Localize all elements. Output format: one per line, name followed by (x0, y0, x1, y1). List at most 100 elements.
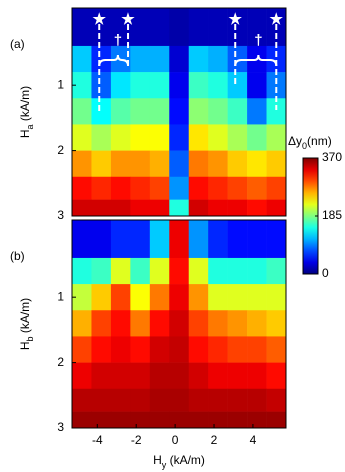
heat-cell (149, 220, 170, 259)
heat-cell (149, 388, 170, 412)
heat-cell (130, 150, 151, 178)
heat-cell (227, 257, 248, 285)
heat-cell (91, 45, 112, 73)
label-unit: (kA/m) (18, 86, 32, 125)
heat-cell (169, 220, 190, 259)
heat-cell (227, 310, 248, 337)
heat-cell (91, 284, 112, 311)
heat-cell (130, 45, 151, 73)
heat-cell (188, 220, 209, 259)
heat-cell (130, 257, 151, 285)
heat-cell (227, 45, 248, 73)
heat-cell (169, 199, 190, 217)
heat-cell (91, 124, 112, 151)
panel-label: (b) (10, 249, 25, 263)
heat-cell (266, 362, 287, 390)
label-unit: (nm) (307, 134, 332, 148)
heat-cell (188, 362, 209, 390)
heat-cell (149, 362, 170, 390)
heat-cell (130, 362, 151, 390)
heat-cell (208, 98, 228, 125)
heat-cell (130, 176, 151, 200)
heat-cell (247, 362, 267, 390)
star: ★ (93, 11, 107, 28)
heat-cell (247, 220, 267, 259)
heat-cell (91, 257, 112, 285)
heat-cell (149, 8, 170, 47)
x-tick-label: -2 (131, 433, 142, 447)
heat-cell (110, 362, 131, 390)
heat-cell (208, 411, 228, 429)
heat-cell (72, 124, 92, 151)
heat-cell (247, 8, 267, 47)
heat-cell (72, 411, 92, 429)
y-tick-label: 2 (57, 143, 64, 157)
heat-cell (208, 176, 228, 200)
heat-cell (247, 336, 267, 363)
heat-cell (149, 310, 170, 337)
heat-cell (91, 310, 112, 337)
heat-cell (227, 72, 248, 99)
panel-frame (71, 219, 287, 429)
heat-cell (208, 72, 228, 99)
heat-cell (266, 72, 287, 99)
x-tick-label: 4 (250, 433, 257, 447)
label-unit: (kA/m) (166, 453, 205, 467)
heat-cell (72, 45, 92, 73)
heat-cell (188, 388, 209, 412)
heat-cell (188, 98, 209, 125)
heat-cell (72, 336, 92, 363)
heat-cell (149, 336, 170, 363)
heat-cell (227, 98, 248, 125)
heat-cell (110, 310, 131, 337)
heat-cell (188, 310, 209, 337)
heat-cell (266, 284, 287, 311)
label-main: Δy (288, 134, 302, 148)
heat-cell (227, 388, 248, 412)
heat-cell (227, 411, 248, 429)
heat-cell (110, 220, 131, 259)
heat-cell (247, 98, 267, 125)
heat-cell (130, 411, 151, 429)
heat-cell (266, 220, 287, 259)
heat-cell (188, 257, 209, 285)
heat-cell (227, 150, 248, 178)
dagger: † (254, 32, 262, 49)
heat-cell (130, 98, 151, 125)
y-tick-label: 3 (57, 420, 64, 434)
heat-cell (266, 176, 287, 200)
heat-cell (91, 176, 112, 200)
heat-cell (91, 362, 112, 390)
heat-cell (149, 150, 170, 178)
dagger: † (114, 32, 122, 49)
heat-cell (72, 98, 92, 125)
heat-cell (188, 199, 209, 217)
heat-cell (247, 284, 267, 311)
heat-cell (149, 45, 170, 73)
heat-cell (169, 8, 190, 47)
heat-cell (266, 388, 287, 412)
heat-cell (227, 199, 248, 217)
heat-cell (130, 220, 151, 259)
heat-cell (72, 8, 92, 47)
heat-cell (247, 176, 267, 200)
heat-cell (227, 284, 248, 311)
heat-cell (91, 72, 112, 99)
heat-cell (149, 257, 170, 285)
heat-cell (110, 150, 131, 178)
y-tick-label: 2 (57, 355, 64, 369)
heat-cell (169, 72, 190, 99)
heat-cell (91, 336, 112, 363)
heat-cell (72, 362, 92, 390)
heat-cell (247, 310, 267, 337)
heat-cell (247, 72, 267, 99)
heat-cell (188, 411, 209, 429)
heat-cell (266, 150, 287, 178)
colorbar-tick-label: 370 (322, 150, 342, 164)
heat-cell (110, 336, 131, 363)
heat-cell (91, 220, 112, 259)
x-tick-label: 2 (211, 433, 218, 447)
heat-cell (208, 220, 228, 259)
heat-cell (72, 199, 92, 217)
